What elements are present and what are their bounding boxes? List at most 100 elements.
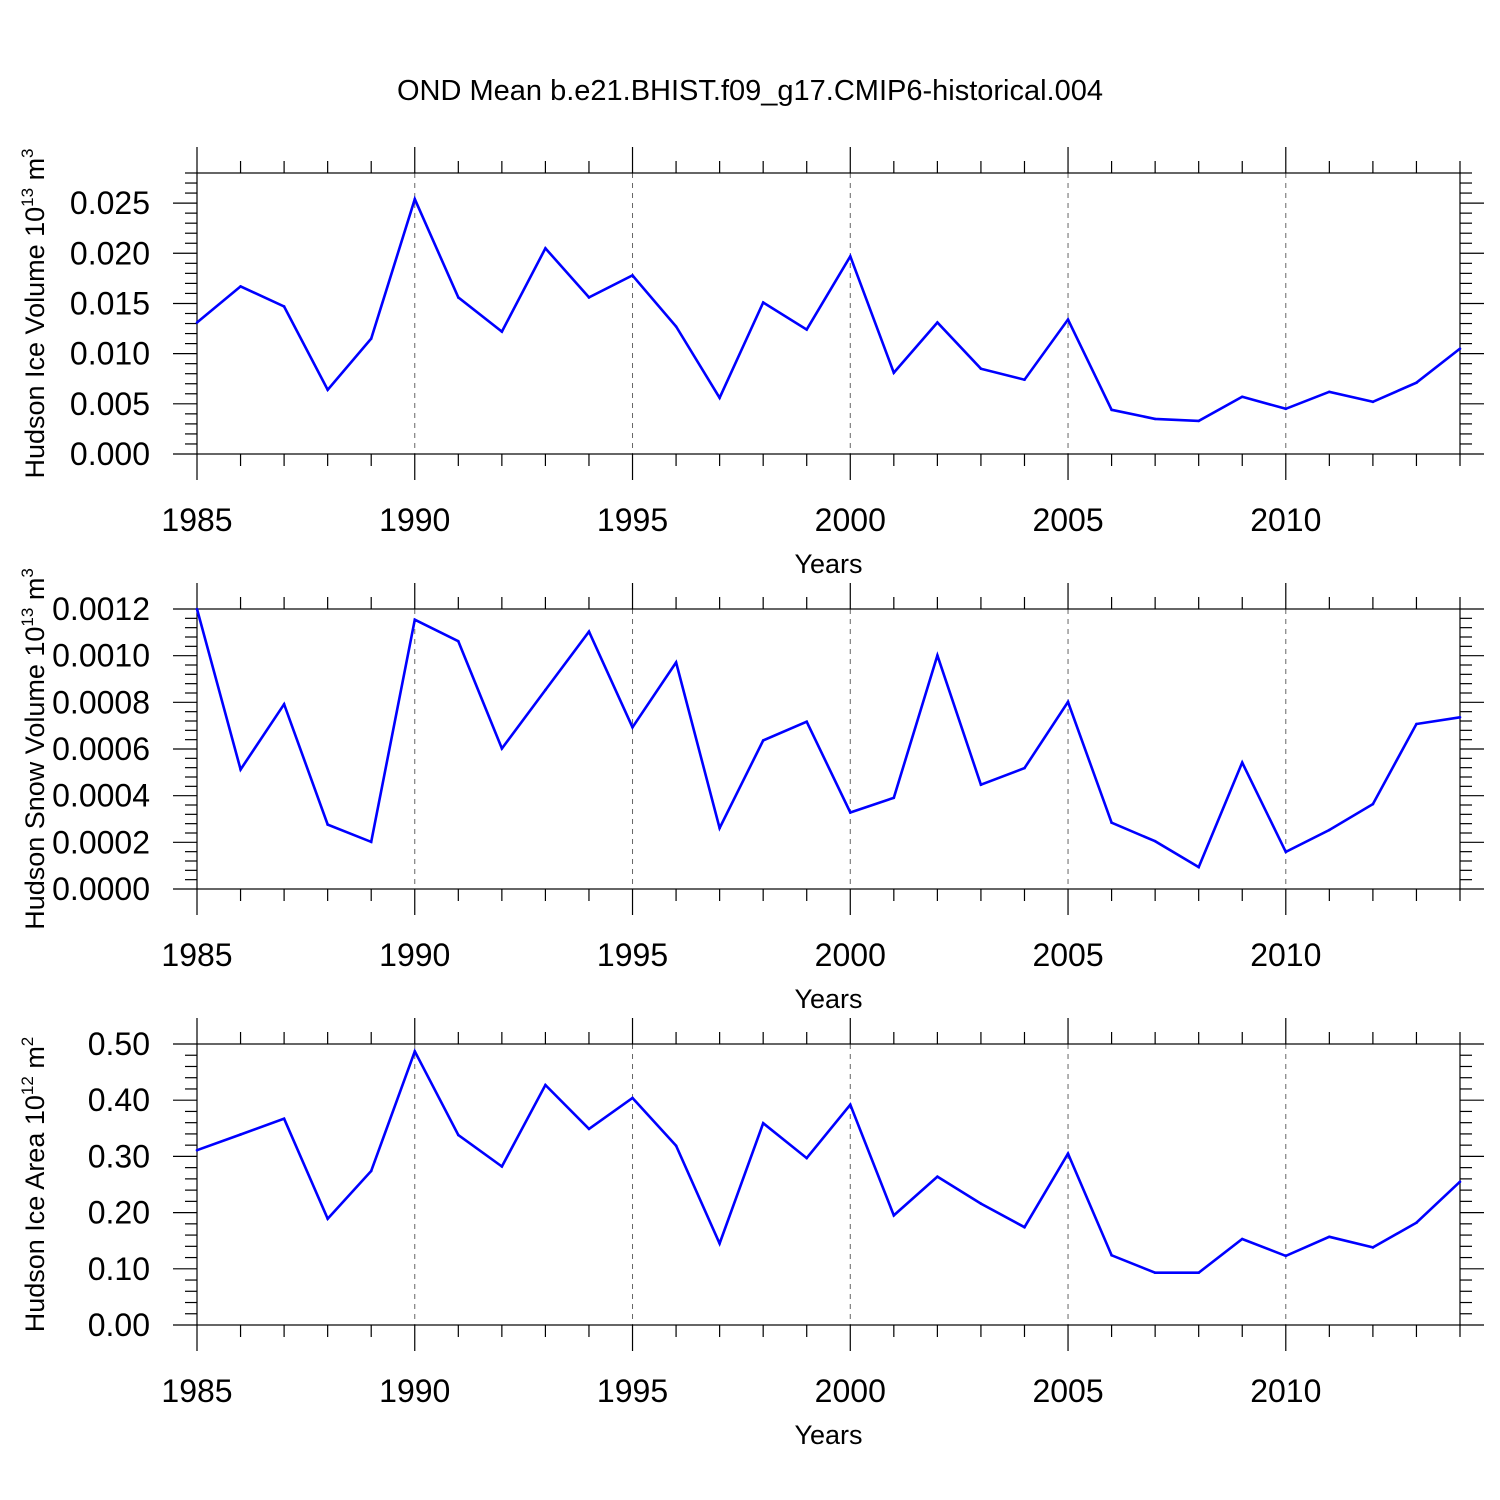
data-point	[1458, 347, 1462, 350]
x-tick-label: 1990	[379, 1373, 450, 1409]
x-tick-label: 2005	[1032, 502, 1103, 538]
data-point	[1284, 1254, 1288, 1258]
data-point	[413, 197, 417, 201]
data-point	[718, 826, 721, 830]
data-point	[500, 747, 504, 750]
data-point	[761, 1121, 765, 1125]
chart-panel-3: 0.00 0.10 0.20 0.30 0.40 0.50 1985 1990 1995 2000…	[18, 1018, 1484, 1450]
data-point	[413, 618, 417, 622]
data-point	[195, 321, 199, 324]
data-point	[805, 720, 809, 723]
y-tick-label: 0.0012	[52, 591, 150, 627]
x-tick-label: 2010	[1250, 502, 1321, 538]
y-tick-label: 0.015	[70, 285, 150, 321]
y-tick-label: 0.0006	[52, 731, 150, 767]
y-tick-label: 0.010	[70, 336, 150, 372]
data-point	[674, 1144, 678, 1148]
x-tick-label: 2010	[1250, 1373, 1321, 1409]
y-axis-label: Hudson Ice Volume 1013 m3	[18, 148, 50, 478]
chart-panel-2: 0.0000 0.0002 0.0004 0.0006 0.0008 0.0010 0.00…	[18, 568, 1484, 1014]
data-point	[631, 1096, 634, 1100]
x-tick-label: 1995	[597, 937, 668, 973]
data-point	[631, 726, 634, 729]
series-line	[196, 195, 1461, 423]
x-tick-label: 1990	[379, 502, 450, 538]
y-tick-label: 0.025	[70, 185, 150, 221]
y-tick-label: 0.10	[88, 1251, 150, 1287]
y-tick-label: 0.0002	[52, 824, 150, 860]
data-point	[1023, 1225, 1026, 1229]
data-point	[1240, 395, 1244, 399]
data-point	[282, 305, 286, 308]
data-point	[500, 330, 504, 333]
x-tick-label: 2005	[1032, 1373, 1103, 1409]
data-point	[1066, 700, 1070, 704]
plot-frame	[196, 1043, 1461, 1326]
data-point	[979, 367, 983, 370]
y-tick-label: 0.0000	[52, 871, 150, 907]
data-point	[936, 321, 939, 324]
data-point	[282, 1117, 286, 1121]
data-point	[587, 1127, 591, 1131]
data-point	[239, 1133, 242, 1136]
data-point	[718, 1242, 721, 1245]
y-tick-label: 0.50	[88, 1026, 150, 1062]
data-point	[500, 1165, 504, 1168]
data-point	[369, 337, 373, 340]
data-point	[1110, 821, 1113, 825]
y-tick-label: 0.020	[70, 235, 150, 271]
x-tick-label: 2000	[815, 937, 886, 973]
data-point	[1415, 722, 1418, 726]
data-point	[457, 296, 460, 299]
data-point	[413, 1050, 417, 1053]
data-point	[1284, 850, 1288, 854]
series-line	[196, 1048, 1461, 1274]
data-point	[761, 301, 765, 304]
data-point	[1066, 1152, 1070, 1155]
data-point	[587, 296, 591, 299]
data-point	[1110, 1254, 1113, 1257]
data-point	[1371, 400, 1375, 404]
data-point	[1415, 381, 1418, 385]
data-point	[1197, 419, 1200, 423]
y-tick-label: 0.0010	[52, 638, 150, 674]
data-point	[1153, 839, 1157, 843]
data-point	[1110, 408, 1113, 412]
y-tick-label: 0.000	[70, 436, 150, 472]
data-point	[369, 1169, 373, 1173]
x-tick-label: 1990	[379, 937, 450, 973]
x-tick-label: 2010	[1250, 937, 1321, 973]
data-point	[979, 783, 983, 786]
data-point	[1458, 715, 1462, 719]
data-point	[1066, 318, 1070, 321]
data-point	[1328, 390, 1331, 394]
y-tick-label: 0.30	[88, 1138, 150, 1174]
x-tick-label: 2005	[1032, 937, 1103, 973]
data-point	[1371, 802, 1375, 806]
data-point	[936, 654, 939, 657]
data-point	[1371, 1246, 1375, 1249]
data-point	[892, 371, 896, 375]
data-point	[195, 607, 199, 611]
data-point	[544, 1083, 547, 1087]
data-point	[457, 1133, 460, 1137]
x-tick-label: 2000	[815, 502, 886, 538]
data-point	[195, 1148, 199, 1152]
data-point	[1415, 1221, 1418, 1225]
data-point	[761, 739, 765, 742]
x-tick-label: 1985	[161, 1373, 232, 1409]
data-point	[1197, 865, 1200, 869]
data-point	[631, 274, 634, 277]
x-tick-label: 1995	[597, 502, 668, 538]
plot-frame	[196, 608, 1461, 890]
data-point	[326, 1217, 329, 1221]
x-axis-label: Years	[794, 984, 862, 1014]
data-point	[239, 768, 242, 771]
data-point	[326, 388, 329, 392]
y-tick-label: 0.0008	[52, 684, 150, 720]
x-tick-label: 1985	[161, 502, 232, 538]
data-point	[674, 661, 678, 664]
y-tick-label: 0.005	[70, 386, 150, 422]
data-point	[1240, 761, 1244, 764]
